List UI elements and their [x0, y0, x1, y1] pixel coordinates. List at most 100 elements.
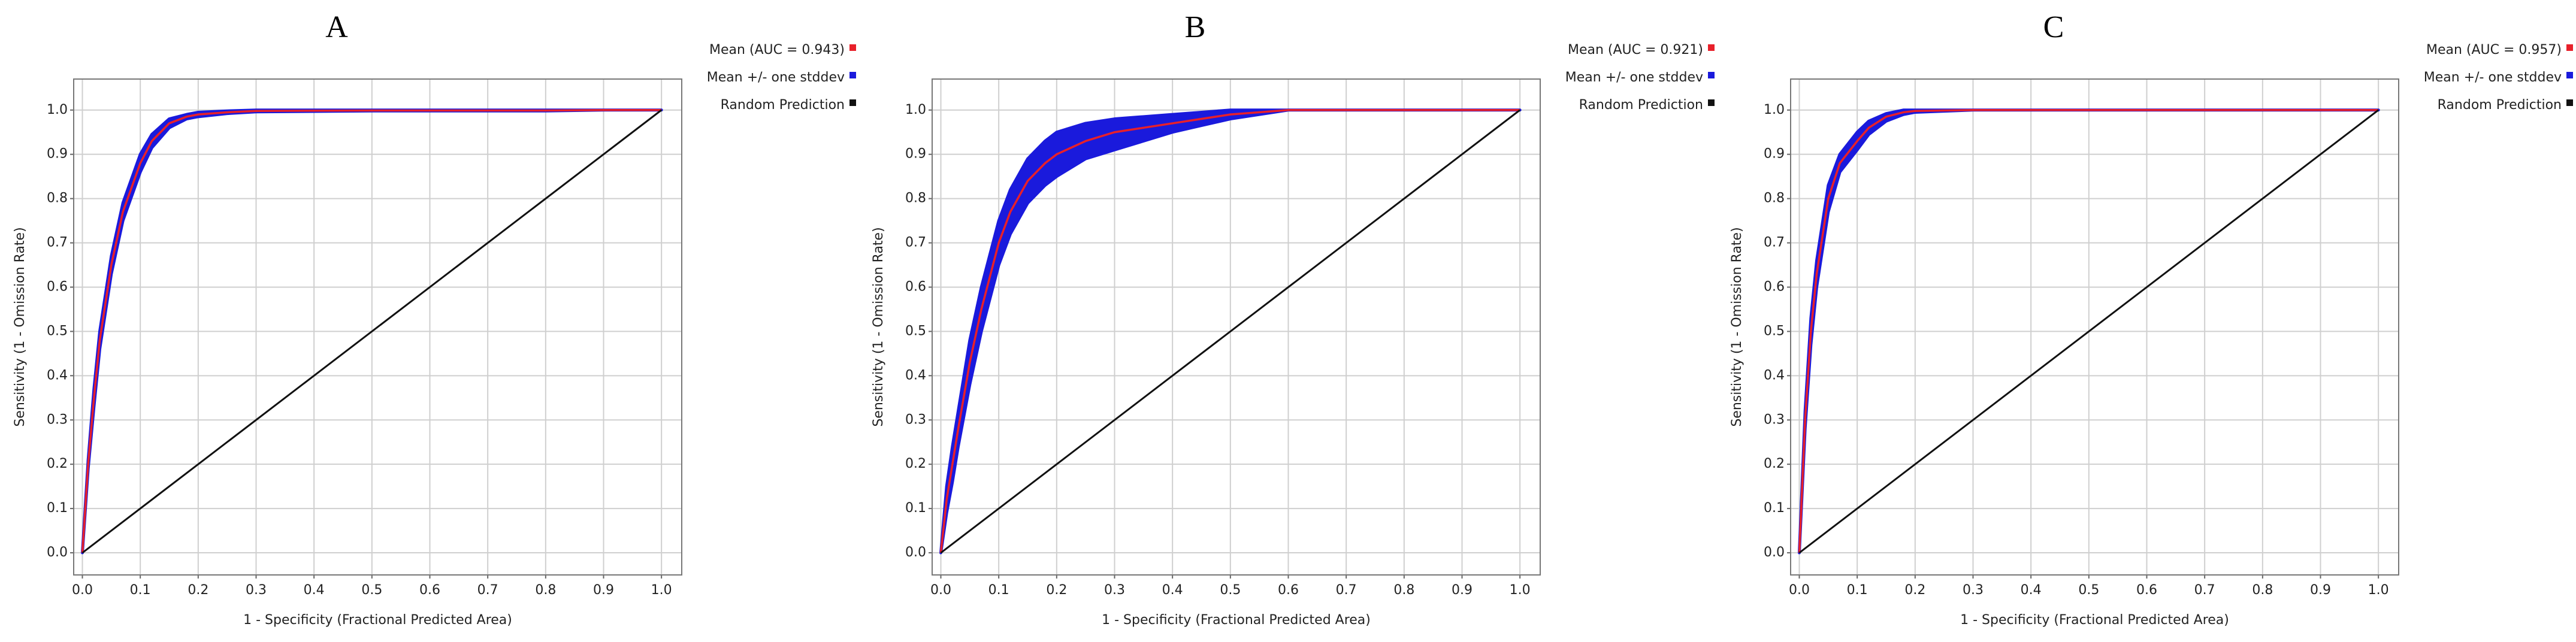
- y-tick-label: 0.0: [905, 545, 926, 560]
- y-tick-label: 0.7: [1764, 235, 1785, 250]
- chart-title: C: [2043, 10, 2064, 44]
- y-tick-label: 0.3: [47, 412, 68, 427]
- y-tick-label: 0.1: [47, 501, 68, 516]
- legend-swatch: [849, 99, 856, 106]
- x-axis-label: 1 - Specificity (Fractional Predicted Ar…: [1102, 613, 1371, 628]
- x-tick-label: 0.7: [477, 583, 498, 598]
- y-tick-label: 0.5: [1764, 323, 1785, 338]
- legend-swatch: [2566, 99, 2573, 106]
- y-tick-label: 0.0: [47, 545, 68, 560]
- plot-frame: [73, 78, 682, 576]
- x-tick-label: 0.3: [246, 583, 267, 598]
- plot-frame: [932, 78, 1541, 576]
- x-tick-label: 0.5: [361, 583, 382, 598]
- y-tick-label: 0.4: [1764, 368, 1785, 383]
- y-tick-label: 0.8: [1764, 191, 1785, 206]
- y-tick-label: 0.2: [905, 456, 926, 471]
- legend-swatch: [849, 72, 856, 78]
- x-tick-label: 0.8: [535, 583, 556, 598]
- line: [1798, 109, 2379, 553]
- legend-label: Random Prediction: [2438, 98, 2562, 113]
- x-tick-label: 0.4: [304, 583, 325, 598]
- y-tick-label: 0.2: [47, 456, 68, 471]
- legend-swatch: [2566, 44, 2573, 51]
- x-tick-label: 0.9: [1452, 583, 1473, 598]
- x-axis-label: 1 - Specificity (Fractional Predicted Ar…: [1960, 613, 2229, 628]
- x-tick-label: 0.7: [2194, 583, 2215, 598]
- x-tick-label: 0.0: [72, 583, 93, 598]
- legend-swatch: [1708, 72, 1715, 78]
- y-tick-label: 0.9: [905, 147, 926, 162]
- y-tick-label: 0.7: [905, 235, 926, 250]
- legend-label: Random Prediction: [1579, 98, 1703, 113]
- y-tick-label: 0.0: [1764, 545, 1785, 560]
- legend-label: Mean +/- one stddev: [707, 70, 845, 85]
- x-tick-label: 0.0: [930, 583, 951, 598]
- y-tick-label: 0.2: [1764, 456, 1785, 471]
- x-tick-label: 0.8: [2252, 583, 2273, 598]
- legend-label: Mean (AUC = 0.957): [2426, 43, 2562, 57]
- y-tick-label: 0.4: [47, 368, 68, 383]
- x-tick-label: 1.0: [2368, 583, 2389, 598]
- panel: C 0.0 0.1 0.2 0.3 0.4 0.5 0.6 0.7 0.8 0.9 1.0 0.0 0.1…: [1730, 10, 2573, 628]
- x-tick-label: 0.9: [593, 583, 614, 598]
- x-tick-label: 0.2: [1046, 583, 1067, 598]
- y-tick-label: 1.0: [47, 102, 68, 117]
- y-axis-label: Sensitivity (1 - Omission Rate): [871, 227, 886, 426]
- panel: B 0.0 0.1 0.2 0.3 0.4 0.5 0.6 0.7 0.8 0.9 1.0 0.0 0.1…: [871, 10, 1715, 628]
- panel: A 0.0 0.1 0.2 0.3 0.4 0.5 0.6 0.7 0.8 0.9 1.0 0.0 0.1…: [13, 10, 856, 628]
- y-tick-label: 0.8: [905, 191, 926, 206]
- x-tick-label: 0.0: [1789, 583, 1810, 598]
- y-tick-label: 0.9: [1764, 147, 1785, 162]
- stddev-band: [81, 108, 663, 555]
- x-tick-label: 0.3: [1104, 583, 1125, 598]
- x-tick-label: 0.2: [1904, 583, 1925, 598]
- y-tick-label: 0.3: [905, 412, 926, 427]
- y-axis-label: Sensitivity (1 - Omission Rate): [1730, 227, 1744, 426]
- line: [940, 109, 1521, 554]
- y-tick-label: 0.5: [47, 323, 68, 338]
- y-tick-label: 0.8: [47, 191, 68, 206]
- y-tick-label: 1.0: [905, 102, 926, 117]
- line: [1798, 109, 2380, 554]
- y-tick-label: 0.3: [1764, 412, 1785, 427]
- y-tick-label: 0.1: [905, 501, 926, 516]
- legend-label: Mean +/- one stddev: [1565, 70, 1703, 85]
- x-tick-label: 0.4: [1162, 583, 1183, 598]
- x-tick-label: 0.8: [1393, 583, 1414, 598]
- x-tick-label: 1.0: [1510, 583, 1531, 598]
- line: [939, 109, 1520, 553]
- legend-swatch: [849, 44, 856, 51]
- plot-frame: [1790, 78, 2399, 576]
- chart-title: B: [1185, 10, 1206, 44]
- y-tick-label: 0.7: [47, 235, 68, 250]
- chart-title: A: [325, 10, 348, 44]
- y-tick-label: 0.9: [47, 147, 68, 162]
- x-tick-label: 0.5: [1220, 583, 1241, 598]
- y-tick-label: 1.0: [1764, 102, 1785, 117]
- x-tick-label: 0.3: [1963, 583, 1984, 598]
- y-tick-label: 0.1: [1764, 501, 1785, 516]
- y-tick-label: 0.6: [1764, 279, 1785, 294]
- line: [81, 109, 663, 554]
- legend-label: Mean (AUC = 0.921): [1568, 43, 1703, 57]
- x-tick-label: 1.0: [651, 583, 672, 598]
- y-axis-label: Sensitivity (1 - Omission Rate): [13, 227, 28, 426]
- x-tick-label: 0.4: [2021, 583, 2042, 598]
- legend-swatch: [1708, 44, 1715, 51]
- x-tick-label: 0.5: [2078, 583, 2099, 598]
- stddev-band: [1798, 108, 2380, 555]
- legend-label: Mean +/- one stddev: [2424, 70, 2562, 85]
- x-tick-label: 0.7: [1336, 583, 1357, 598]
- legend-swatch: [2566, 72, 2573, 78]
- legend-label: Random Prediction: [721, 98, 845, 113]
- x-tick-label: 0.1: [988, 583, 1009, 598]
- x-tick-label: 0.2: [188, 583, 208, 598]
- x-tick-label: 0.1: [1847, 583, 1868, 598]
- x-tick-label: 0.1: [130, 583, 151, 598]
- stddev-band: [939, 108, 1522, 555]
- y-tick-label: 0.4: [905, 368, 926, 383]
- x-tick-label: 0.6: [1278, 583, 1299, 598]
- y-tick-label: 0.6: [47, 279, 68, 294]
